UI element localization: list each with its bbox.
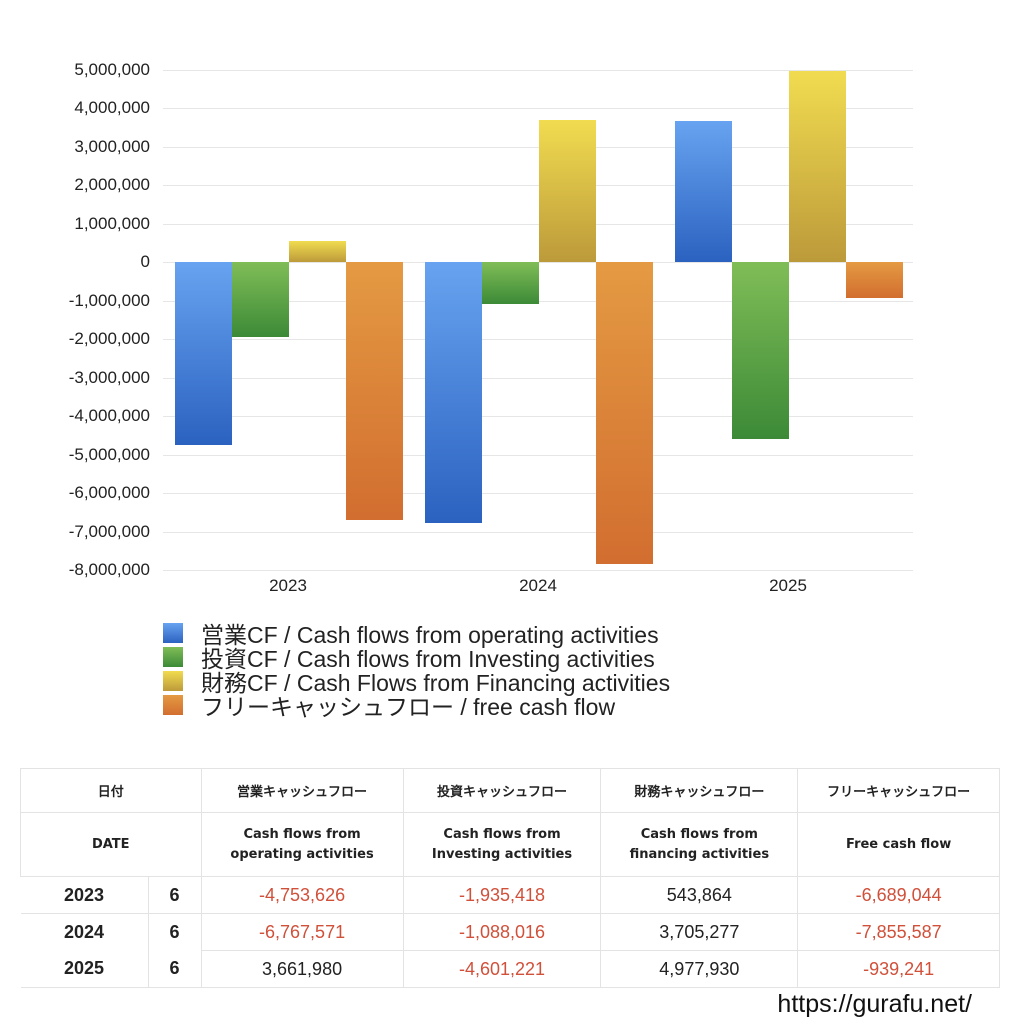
legend-label: 財務CF / Cash Flows from Financing activit… [201,670,671,696]
gridline [163,455,913,456]
y-tick-label: 0 [140,252,150,272]
header-financing-en: Cash flows from financing activities [600,812,799,877]
legend-item-financing: 財務CF / Cash Flows from Financing activit… [163,669,670,696]
bar-financing-2025 [789,70,846,263]
cash-flow-table: 日付 営業キャッシュフロー 投資キャッシュフロー 財務キャッシュフロー フリーキ… [20,768,1000,988]
row-month: 6 [147,913,202,951]
legend-item-investing: 投資CF / Cash flows from Investing activit… [163,645,670,672]
row-financing: 4,977,930 [600,950,799,988]
legend-item-operating: 営業CF / Cash flows from operating activit… [163,621,670,648]
legend: 営業CF / Cash flows from operating activit… [163,621,670,720]
bar-free-2023 [346,262,403,520]
legend-swatch-orange [163,695,183,715]
header-line: Free cash flow [846,836,952,852]
legend-label: フリーキャッシュフロー / free cash flow [201,694,616,720]
header-line: Cash flows from [640,826,758,842]
row-year: 2023 [20,876,148,914]
header-operating-en: Cash flows from operating activities [200,812,404,877]
gridline [163,70,913,71]
legend-swatch-yellow [163,671,183,691]
header-investing-jp: 投資キャッシュフロー [402,768,602,813]
row-free: -7,855,587 [797,913,1000,951]
bar-operating-2023 [175,262,232,446]
header-free-jp: フリーキャッシュフロー [797,768,1000,813]
table-row: 2024 6 -6,767,571 -1,088,016 3,705,277 -… [21,913,1000,951]
y-tick-label: 5,000,000 [74,60,150,79]
y-tick-label: -2,000,000 [68,329,150,349]
header-line: DATE [91,836,130,852]
gridline [163,108,913,109]
gridline [163,147,913,148]
bar-free-2024 [596,262,653,565]
gridline [163,570,913,571]
bar-operating-2024 [425,262,482,523]
header-operating-jp: 営業キャッシュフロー [200,768,404,813]
row-year: 2024 [63,921,105,942]
bar-investing-2025 [732,262,789,440]
bar-financing-2024 [539,119,596,263]
gridline [163,185,913,186]
y-tick-label: -4,000,000 [68,406,150,426]
gridline [163,493,913,494]
legend-label: 営業CF / Cash flows from operating activit… [201,622,659,648]
row-operating: -4,753,626 [200,876,404,914]
x-tick-label: 2023 [269,576,307,595]
site-url: https://gurafu.net/ [777,990,972,1018]
y-tick-label: -5,000,000 [68,444,150,464]
row-investing: -1,088,016 [402,913,602,951]
header-date-en: DATE [20,812,202,877]
row-free: -939,241 [797,950,1000,988]
gridline [163,224,913,225]
header-line: Cash flows from [243,826,361,842]
bar-investing-2024 [482,262,539,305]
legend-item-free: フリーキャッシュフロー / free cash flow [163,693,670,720]
y-tick-label: -7,000,000 [68,521,150,541]
row-investing: -1,935,418 [402,876,602,914]
y-tick-label: -6,000,000 [68,483,150,503]
table-header-en: DATE Cash flows from operating activities… [20,812,1000,877]
bar-operating-2025 [675,121,732,263]
gridline [163,339,913,340]
header-line: Cash flows from [443,826,561,842]
y-tick-label: 3,000,000 [74,136,150,156]
legend-swatch-green [163,647,183,667]
table-row: 2025 6 3,661,980 -4,601,221 4,977,930 -9… [20,950,1000,988]
header-financing-jp: 財務キャッシュフロー [600,768,799,813]
row-month: 6 [147,950,202,988]
table-row: 2023 6 -4,753,626 -1,935,418 543,864 -6,… [20,876,1000,914]
row-year: 2025 [20,950,148,988]
y-tick-label: -3,000,000 [68,367,150,387]
y-tick-label: 2,000,000 [74,175,150,195]
header-date-jp: 日付 [20,768,202,813]
row-free: -6,689,044 [797,876,1000,914]
legend-label: 投資CF / Cash flows from Investing activit… [201,646,655,672]
row-month: 6 [147,876,202,914]
header-free-en: Free cash flow [797,812,1000,877]
x-tick-label: 2025 [769,576,807,595]
x-tick-label: 2024 [519,576,557,595]
y-tick-label: -8,000,000 [68,560,150,579]
row-financing: 543,864 [600,876,799,914]
bar-free-2025 [846,262,903,299]
header-line: financing activities [629,846,770,862]
gridline [163,532,913,533]
header-investing-en: Cash flows from Investing activities [402,812,602,877]
bar-investing-2023 [232,262,289,337]
row-financing: 3,705,277 [600,913,799,951]
legend-swatch-blue [163,623,183,643]
table-header-jp: 日付 営業キャッシュフロー 投資キャッシュフロー 財務キャッシュフロー フリーキ… [20,768,1000,813]
row-investing: -4,601,221 [402,950,602,988]
row-operating: 3,661,980 [200,950,404,988]
gridline [163,416,913,417]
header-line: operating activities [230,846,374,862]
bar-financing-2023 [289,241,346,263]
header-line: Investing activities [431,846,573,862]
y-tick-label: 4,000,000 [74,98,150,118]
y-tick-label: 1,000,000 [74,213,150,233]
y-tick-label: -1,000,000 [68,290,150,310]
gridline [163,378,913,379]
row-operating: -6,767,571 [200,913,404,951]
cash-flow-chart: 5,000,000 4,000,000 3,000,000 2,000,000 1,00… [68,60,913,595]
